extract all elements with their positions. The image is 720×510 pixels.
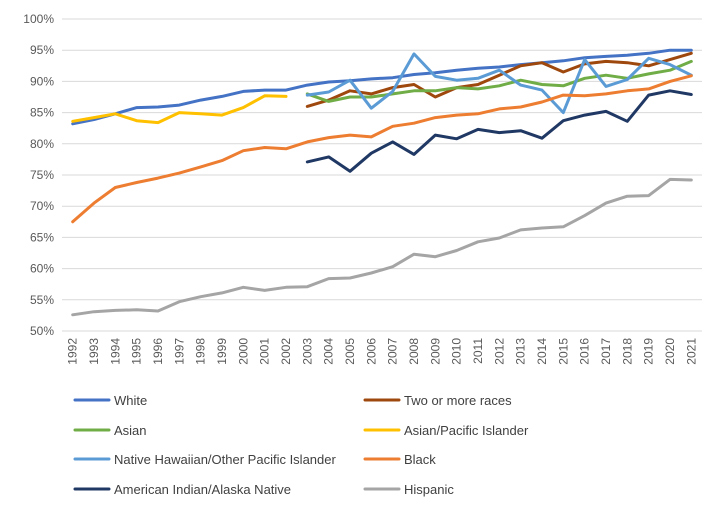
legend-label: Black (404, 452, 436, 467)
x-tick-label: 2017 (599, 338, 613, 365)
x-tick-label: 1998 (194, 338, 208, 365)
x-tick-label: 2010 (450, 338, 464, 365)
x-tick-label: 2000 (236, 338, 250, 365)
y-tick-label: 80% (30, 137, 54, 151)
x-tick-label: 2014 (535, 338, 549, 365)
legend-label: Asian (114, 423, 147, 438)
x-tick-label: 2011 (471, 338, 485, 364)
x-tick-label: 2001 (258, 338, 272, 365)
x-tick-label: 2006 (364, 338, 378, 365)
x-tick-label: 2007 (386, 338, 400, 365)
y-tick-label: 60% (30, 262, 54, 276)
x-tick-label: 2018 (620, 338, 634, 365)
x-tick-label: 1992 (66, 338, 80, 365)
y-tick-label: 55% (30, 293, 54, 307)
series-line (71, 177, 693, 317)
y-tick-label: 70% (30, 199, 54, 213)
x-tick-label: 2002 (279, 338, 293, 365)
y-tick-label: 95% (30, 43, 54, 57)
legend-label: Native Hawaiian/Other Pacific Islander (114, 452, 336, 467)
x-tick-label: 2020 (663, 338, 677, 365)
y-tick-label: 65% (30, 230, 54, 244)
x-tick-label: 2003 (300, 338, 314, 365)
series-lines (71, 48, 693, 317)
x-tick-label: 1994 (108, 338, 122, 365)
legend-label: American Indian/Alaska Native (114, 482, 291, 497)
legend-label: Asian/Pacific Islander (404, 423, 529, 438)
y-axis-ticks: 50% 55% 60% 65% 70% 75% 80% 85% 90% 95% 100% (23, 12, 54, 338)
x-tick-label: 2008 (407, 338, 421, 365)
x-tick-label: 2015 (556, 338, 570, 365)
x-tick-label: 1996 (151, 338, 165, 365)
x-tick-label: 1993 (87, 338, 101, 365)
x-axis-ticks: 1992 1993 1994 1995 1996 1997 1998 1999 2000 2001… (66, 338, 699, 365)
gridlines (62, 18, 702, 332)
y-tick-label: 90% (30, 74, 54, 88)
series-line (305, 51, 693, 108)
x-tick-label: 2021 (684, 338, 698, 365)
x-tick-label: 2019 (642, 338, 656, 365)
y-tick-label: 100% (23, 12, 54, 26)
x-tick-label: 2016 (578, 338, 592, 365)
legend-label: Two or more races (404, 393, 512, 408)
y-tick-label: 75% (30, 168, 54, 182)
series-line (305, 89, 693, 173)
x-tick-label: 2012 (492, 338, 506, 365)
y-tick-label: 85% (30, 106, 54, 120)
series-line (71, 74, 693, 224)
legend-label: Hispanic (404, 482, 454, 497)
x-tick-label: 1997 (172, 338, 186, 365)
x-tick-label: 2005 (343, 338, 357, 365)
x-tick-label: 2004 (322, 338, 336, 365)
series-line (305, 52, 693, 115)
x-tick-label: 2013 (514, 338, 528, 365)
x-tick-label: 1995 (130, 338, 144, 365)
x-tick-label: 1999 (215, 338, 229, 365)
legend: White Two or more races Asian Asian/Pacific… (73, 393, 529, 497)
series-line (71, 48, 693, 126)
x-tick-label: 2009 (428, 338, 442, 365)
legend-label: White (114, 393, 147, 408)
y-tick-label: 50% (30, 324, 54, 338)
series-line (71, 94, 288, 125)
